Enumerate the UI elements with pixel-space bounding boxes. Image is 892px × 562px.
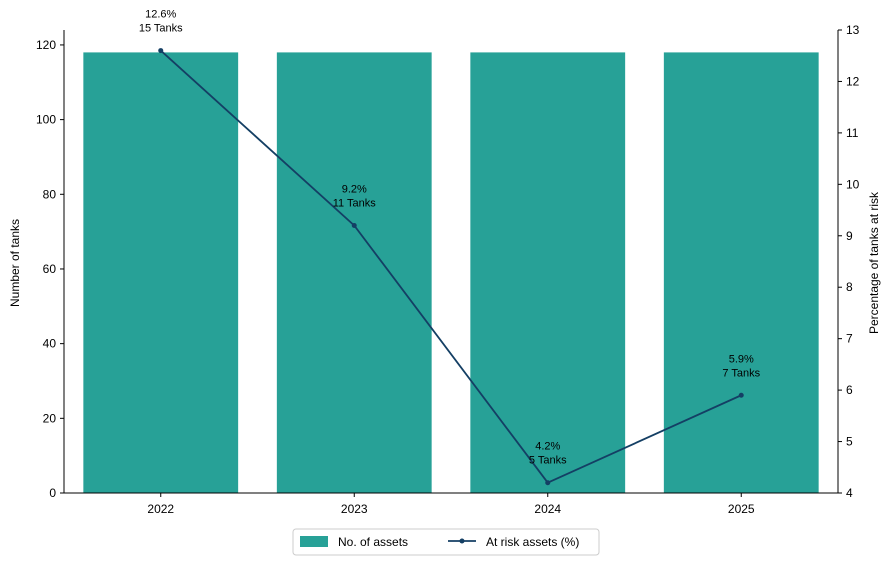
y-right-tick-label-8: 8 (846, 280, 853, 294)
x-tick-label-2023: 2023 (341, 502, 368, 516)
risk-point-2023 (351, 222, 357, 228)
y-right-tick-label-5: 5 (846, 435, 853, 449)
bars-layer (83, 52, 819, 493)
y-left-tick-label-20: 20 (43, 411, 57, 425)
y-right-tick-label-11: 11 (846, 126, 859, 140)
data-label-pct-2022: 12.6% (145, 9, 176, 21)
y-right-tick-label-10: 10 (846, 177, 860, 191)
axes-layer: 0 20 40 60 80 100 120 4 5 6 7 8 9 10 11 12 13 2022 2023 202… (36, 23, 860, 516)
legend-line-marker (459, 538, 465, 544)
risk-line-layer (158, 48, 744, 486)
data-label-pct-2025: 5.9% (729, 353, 754, 365)
y-left-tick-label-0: 0 (49, 486, 56, 500)
data-label-pct-2024: 4.2% (535, 441, 560, 453)
bar-2022 (83, 52, 239, 493)
x-tick-label-2024: 2024 (534, 502, 561, 516)
bar-2024 (470, 52, 626, 493)
data-label-count-2024: 5 Tanks (529, 455, 567, 467)
data-labels-layer: 12.6% 15 Tanks 9.2% 11 Tanks 4.2% 5 Tanks 5.9%… (139, 9, 761, 467)
risk-point-2024 (545, 480, 551, 486)
y-left-tick-label-80: 80 (43, 187, 57, 201)
legend: No. of assets At risk assets (%) (292, 528, 600, 556)
legend-bar-swatch (300, 536, 328, 547)
legend-bar-label: No. of assets (338, 535, 408, 549)
legend-line-label: At risk assets (%) (486, 535, 579, 549)
data-label-count-2022: 15 Tanks (139, 23, 183, 35)
y-axis-left-title: Number of tanks (8, 219, 22, 307)
bar-2025 (663, 52, 819, 493)
legend-frame (292, 528, 600, 556)
x-tick-label-2022: 2022 (147, 502, 174, 516)
y-right-tick-label-12: 12 (846, 74, 860, 88)
x-tick-label-2025: 2025 (728, 502, 755, 516)
data-label-count-2025: 7 Tanks (722, 367, 760, 379)
y-right-tick-label-13: 13 (846, 23, 860, 37)
y-right-tick-label-9: 9 (846, 229, 853, 243)
risk-point-2022 (158, 48, 164, 54)
y-left-tick-label-60: 60 (43, 262, 57, 276)
y-axis-right-title: Percentage of tanks at risk (867, 191, 881, 334)
data-label-pct-2023: 9.2% (342, 183, 367, 195)
y-left-tick-label-120: 120 (36, 38, 56, 52)
y-left-tick-label-100: 100 (36, 113, 56, 127)
risk-line (160, 49, 742, 484)
data-label-count-2023: 11 Tanks (333, 197, 377, 209)
bar-2023 (276, 52, 432, 493)
risk-point-2025 (738, 392, 744, 398)
y-right-tick-label-6: 6 (846, 383, 853, 397)
y-left-tick-label-40: 40 (43, 337, 57, 351)
y-right-tick-label-7: 7 (846, 332, 853, 346)
y-right-tick-label-4: 4 (846, 486, 853, 500)
